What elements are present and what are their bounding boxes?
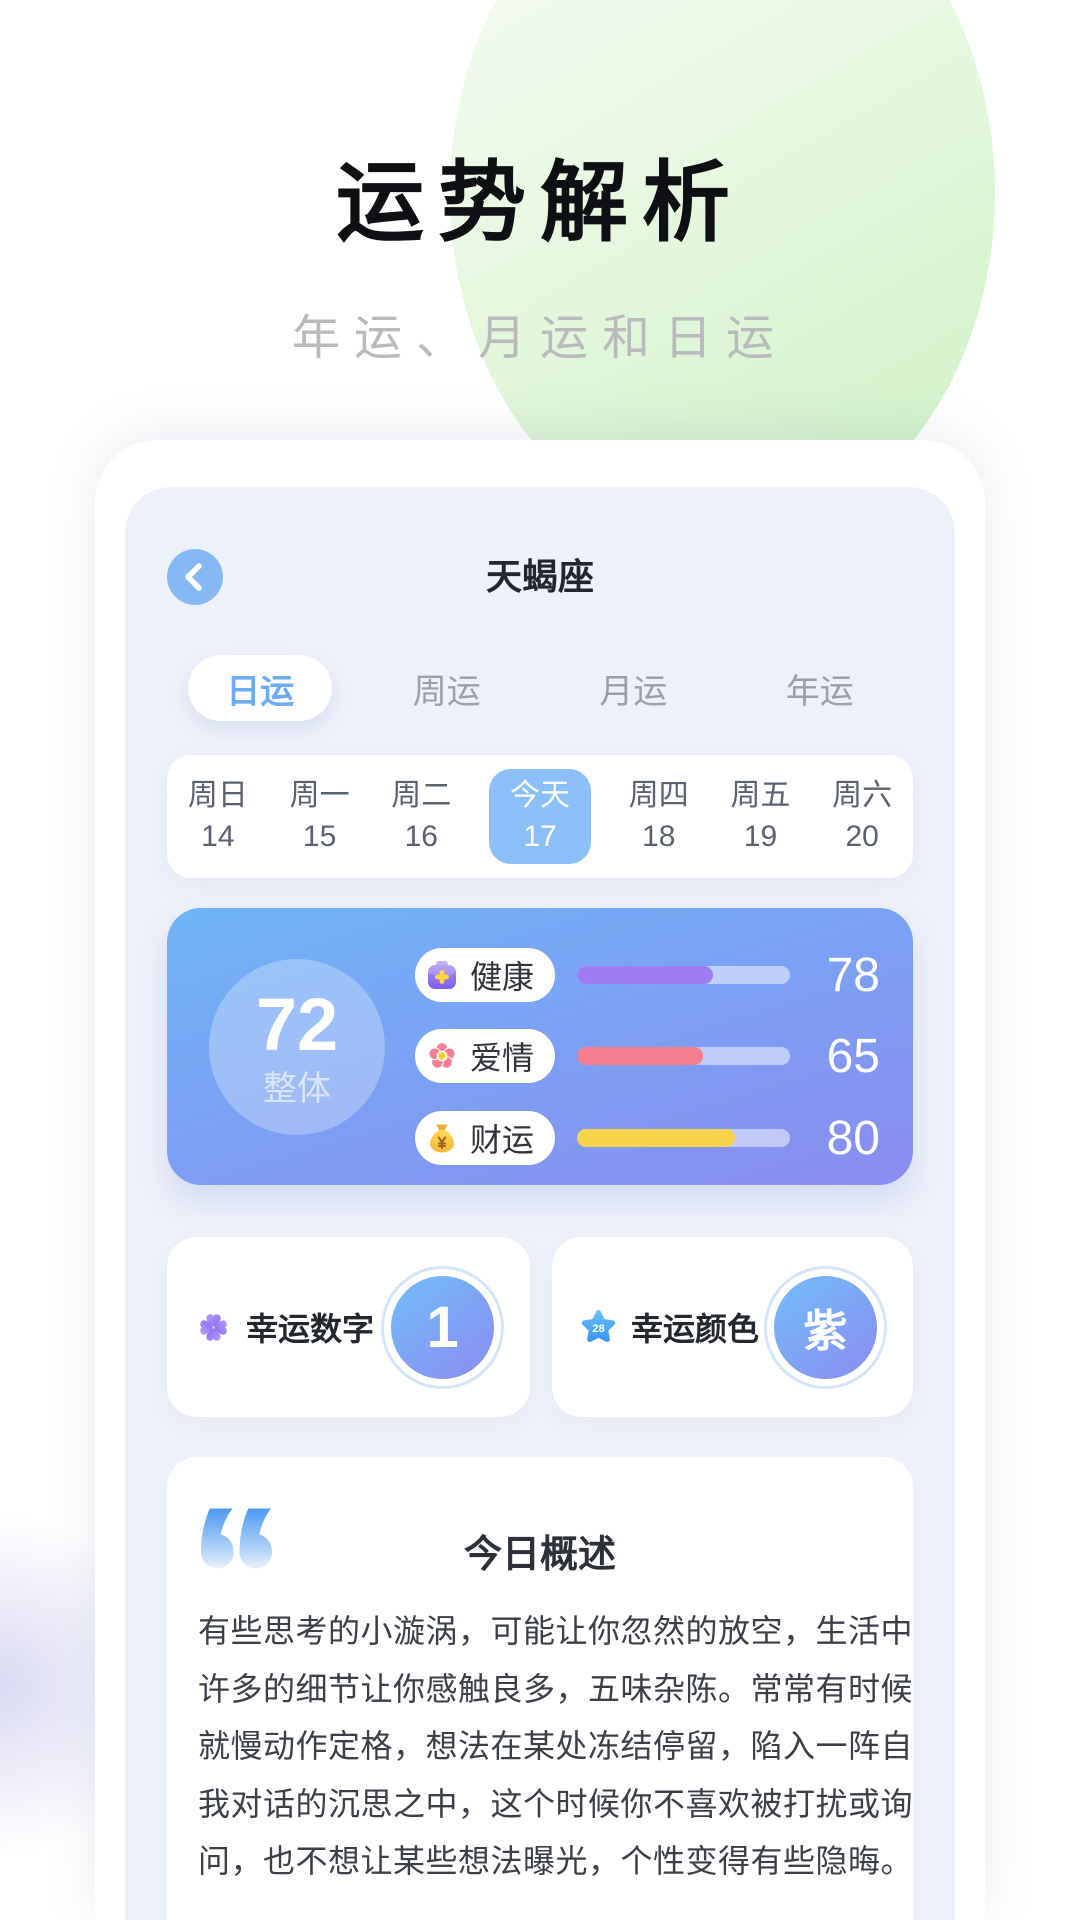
flower-icon xyxy=(428,1042,456,1069)
back-button[interactable] xyxy=(167,549,223,605)
page-subtitle: 年运、月运和日运 xyxy=(291,312,788,365)
overall-score-circle: 72 整体 xyxy=(209,959,385,1135)
love-bar-track xyxy=(577,1047,790,1065)
metric-row-wealth: 财运 80 xyxy=(415,1111,880,1165)
star-badge-icon: 28 xyxy=(581,1309,616,1342)
love-pill: 爱情 xyxy=(415,1029,555,1083)
page-title: 运势解析 xyxy=(335,153,744,252)
health-bar-track xyxy=(577,966,790,984)
clover-icon xyxy=(200,1313,227,1341)
lucky-color-label: 幸运颜色 xyxy=(631,1311,760,1347)
wealth-pill: 财运 xyxy=(415,1111,555,1165)
wealth-label: 财运 xyxy=(470,1122,535,1158)
wealth-bar-track xyxy=(577,1129,790,1147)
love-label: 爱情 xyxy=(470,1040,535,1076)
tab-daily-label: 日运 xyxy=(188,655,333,721)
day-weekday: 周日 xyxy=(187,779,248,812)
health-pill: 健康 xyxy=(415,948,555,1002)
quote-icon xyxy=(201,1508,273,1569)
tab-monthly-label: 月运 xyxy=(599,672,668,711)
day-weekday: 周五 xyxy=(730,779,791,812)
overall-score: 72 xyxy=(255,983,339,1066)
day-date: 17 xyxy=(523,820,557,853)
lucky-number-value: 1 xyxy=(391,1275,494,1379)
summary-line: 有些思考的小漩涡，可能让你忽然的放空，生活中 xyxy=(198,1613,914,1649)
tab-yearly-label: 年运 xyxy=(785,672,854,711)
summary-line: 就慢动作定格，想法在某处冻结停留，陷入一阵自 xyxy=(198,1728,914,1764)
tab-yearly[interactable]: 年运 xyxy=(727,655,914,721)
day-weekday: 周一 xyxy=(289,779,350,812)
week-strip: 周日 14 周一 15 周二 16 今天 17 周四 18 xyxy=(167,755,913,878)
wealth-bar-fill xyxy=(577,1129,735,1147)
day-cell-friday[interactable]: 周五 19 xyxy=(710,755,812,878)
fortune-score-card: 72 整体 xyxy=(167,908,913,1185)
summary-card: 今日概述 有些思考的小漩涡，可能让你忽然的放空，生活中 许多的细节让你感触良多，… xyxy=(167,1457,913,1920)
sheet-header: 天蝎座 xyxy=(167,549,913,605)
tab-weekly-label: 周运 xyxy=(412,672,481,711)
day-date: 14 xyxy=(201,820,235,853)
tab-daily[interactable]: 日运 xyxy=(167,655,354,721)
day-date: 15 xyxy=(302,820,337,853)
summary-line: 我对话的沉思之中，这个时候你不喜欢被打扰或询 xyxy=(198,1785,914,1822)
tab-weekly[interactable]: 周运 xyxy=(354,655,541,721)
medkit-icon xyxy=(428,961,456,989)
day-date: 20 xyxy=(845,820,879,853)
metric-row-love: 爱情 65 xyxy=(415,1029,880,1083)
day-date: 19 xyxy=(743,820,778,853)
day-cell-monday[interactable]: 周一 15 xyxy=(269,755,371,878)
day-weekday: 周六 xyxy=(832,779,893,812)
health-bar-fill xyxy=(577,966,714,984)
day-cell-thursday[interactable]: 周四 18 xyxy=(608,755,710,878)
health-value: 78 xyxy=(826,948,880,1002)
day-date: 16 xyxy=(404,820,438,853)
health-label: 健康 xyxy=(470,959,535,995)
day-cell-sunday[interactable]: 周日 14 xyxy=(167,755,269,878)
summary-body: 有些思考的小漩涡，可能让你忽然的放空，生活中 许多的细节让你感触良多，五味杂陈。… xyxy=(198,1603,914,1891)
day-date: 18 xyxy=(642,820,676,853)
sheet-panel: 天蝎座 日运 周运 月运 年运 周日 xyxy=(125,487,955,1920)
lucky-number-label: 幸运数字 xyxy=(246,1311,375,1347)
summary-line: 问，也不想让某些想法曝光，个性变得有些隐晦。 xyxy=(198,1843,914,1879)
wealth-value: 80 xyxy=(826,1111,880,1165)
day-weekday: 周四 xyxy=(628,779,689,812)
tab-bar: 日运 周运 月运 年运 xyxy=(167,655,913,721)
chevron-left-icon xyxy=(185,563,202,591)
summary-line: 许多的细节让你感触良多，五味杂陈。常常有时候 xyxy=(198,1670,914,1707)
day-cell-today[interactable]: 今天 17 xyxy=(489,769,591,864)
day-weekday: 周二 xyxy=(391,779,452,812)
lucky-color-card: 28 幸运颜色 紫 xyxy=(552,1237,913,1417)
love-value: 65 xyxy=(826,1029,880,1083)
metric-row-health: 健康 78 xyxy=(415,948,880,1002)
star-badge-number: 28 xyxy=(592,1323,605,1335)
summary-title: 今日概述 xyxy=(463,1534,616,1576)
day-cell-saturday[interactable]: 周六 20 xyxy=(811,755,913,878)
day-weekday: 今天 xyxy=(510,779,571,812)
overall-label: 整体 xyxy=(263,1070,331,1108)
sign-title: 天蝎座 xyxy=(485,556,594,597)
love-bar-fill xyxy=(577,1047,703,1065)
moneybag-icon xyxy=(430,1124,454,1153)
lucky-color-value: 紫 xyxy=(774,1275,877,1379)
lucky-number-card: 幸运数字 1 xyxy=(167,1237,530,1417)
phone-sheet: 天蝎座 日运 周运 月运 年运 周日 xyxy=(95,440,985,1920)
metrics-list: 健康 78 xyxy=(415,908,880,1185)
day-cell-tuesday[interactable]: 周二 16 xyxy=(370,755,472,878)
tab-monthly[interactable]: 月运 xyxy=(540,655,727,721)
